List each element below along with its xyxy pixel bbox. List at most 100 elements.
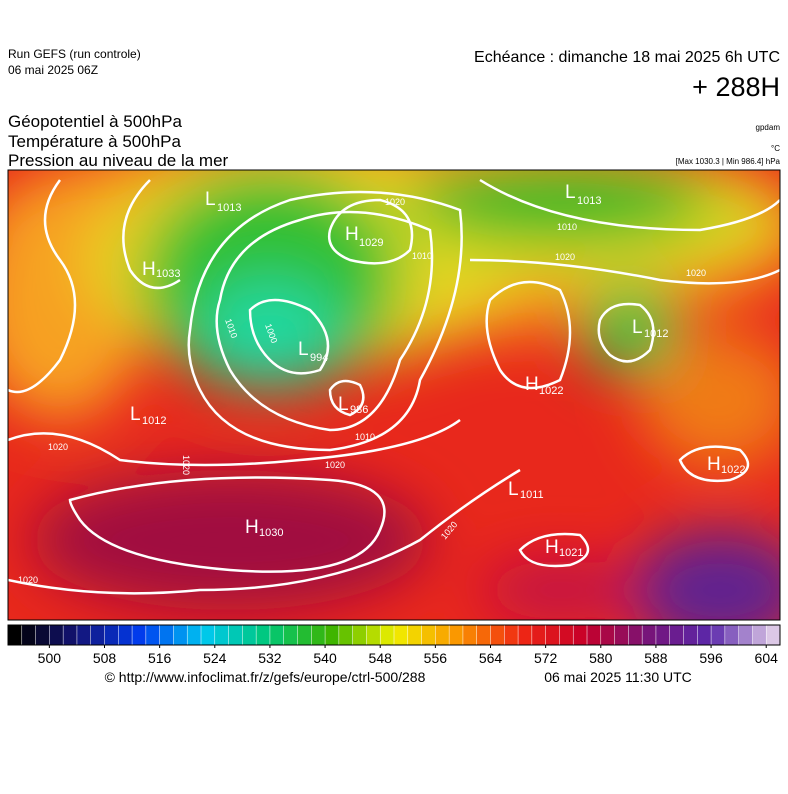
colorbar-swatch: [297, 624, 313, 646]
colorbar-swatch: [186, 624, 202, 646]
center-letter: H: [245, 517, 259, 538]
colorbar-swatch: [104, 624, 120, 646]
center-value: 1022: [539, 385, 563, 397]
center-value: 1011: [520, 489, 544, 501]
colorbar-swatch: [462, 624, 478, 646]
colorbar-swatch: [145, 624, 161, 646]
colorbar-swatch: [724, 624, 740, 646]
colorbar-frame: [7, 624, 781, 646]
colorbar-tick-label: 580: [589, 650, 613, 666]
colorbar-swatch: [21, 624, 37, 646]
colorbar-swatch: [90, 624, 106, 646]
colorbar-swatch: [283, 624, 299, 646]
colorbar-swatch: [531, 624, 547, 646]
map-frame: [7, 169, 781, 621]
colorbar-swatch: [131, 624, 147, 646]
center-letter: L: [508, 479, 519, 500]
isobars: [8, 178, 780, 595]
center-value: 986: [350, 404, 368, 416]
center-letter: H: [142, 259, 156, 280]
colorbar-swatch: [765, 624, 781, 646]
isobar-label: 1020: [325, 460, 345, 470]
colorbar-tick-label: 524: [203, 650, 227, 666]
colorbar-tick-label: 516: [148, 650, 172, 666]
colorbar-swatch: [421, 624, 437, 646]
colorbar-swatch: [393, 624, 409, 646]
colorbar-tick-label: 532: [258, 650, 282, 666]
isobar-label: 1010: [355, 432, 375, 442]
source-url: © http://www.infoclimat.fr/z/gefs/europe…: [105, 669, 426, 685]
colorbar-swatch: [173, 624, 188, 646]
colorbar-swatch: [628, 624, 643, 646]
title-line: Température à 500hPa: [8, 132, 181, 151]
colorbar-swatch: [504, 624, 519, 646]
colorbar-swatch: [655, 624, 671, 646]
unit-label: °C: [771, 144, 780, 153]
colorbar-swatch: [311, 624, 326, 646]
isobar-label: 1020: [555, 252, 575, 262]
colorbar-swatch: [76, 624, 92, 646]
center-value: 1033: [156, 268, 180, 280]
isobar-label: 1010: [412, 251, 432, 261]
colorbar-swatch: [572, 624, 588, 646]
colorbar-tick-label: 508: [93, 650, 117, 666]
isobar-label: 1010: [557, 222, 577, 232]
pressure-centers: H 1029 L 1013 L 994 L 986 H 1033 L 1012 H 1030 …: [18, 182, 745, 585]
center-value: 1013: [217, 202, 241, 214]
isobar-label: 1020: [181, 455, 191, 475]
colorbar-tick-label: 564: [479, 650, 503, 666]
colorbar: 500 508 516 524 532 540 548 556 564 572 580 588 596 6…: [7, 624, 781, 666]
center-value: 1029: [359, 237, 383, 249]
colorbar-swatch: [697, 624, 712, 646]
colorbar-swatch: [559, 624, 574, 646]
colorbar-swatch: [586, 624, 602, 646]
center-value: 1021: [559, 547, 583, 559]
center-letter: L: [298, 339, 309, 360]
center-letter: L: [205, 189, 216, 210]
colorbar-swatch: [407, 624, 423, 646]
run-label: Run GEFS (run controle): [8, 47, 141, 61]
colorbar-swatch: [242, 624, 257, 646]
unit-label: [Max 1030.3 | Min 986.4] hPa: [676, 157, 781, 166]
colorbar-swatch: [214, 624, 230, 646]
colorbar-tick-label: 548: [369, 650, 393, 666]
center-value: 1012: [142, 415, 166, 427]
center-letter: L: [130, 404, 141, 425]
center-letter: L: [632, 317, 643, 338]
colorbar-swatch: [159, 624, 175, 646]
generated-time: 06 mai 2025 11:30 UTC: [544, 669, 692, 685]
colorbar-swatch: [7, 624, 23, 646]
center-value: 1012: [644, 328, 668, 340]
colorbar-swatch: [118, 624, 133, 646]
colorbar-tick-label: 572: [534, 650, 558, 666]
colorbar-swatch: [545, 624, 561, 646]
colorbar-swatch: [683, 624, 699, 646]
isobar-label: 1020: [385, 197, 405, 207]
title-line: Pression au niveau de la mer: [8, 151, 229, 170]
colorbar-swatch: [448, 624, 464, 646]
colorbar-swatch: [255, 624, 271, 646]
colorbar-swatch: [269, 624, 285, 646]
map: H 1029 L 1013 L 994 L 986 H 1033 L 1012 H 1030 …: [8, 170, 780, 620]
colorbar-swatch: [338, 624, 354, 646]
center-value: 1022: [721, 464, 745, 476]
center-value: 1030: [259, 527, 283, 539]
colorbar-tick-label: 500: [38, 650, 62, 666]
colorbar-swatch: [738, 624, 754, 646]
colorbar-swatch: [49, 624, 64, 646]
isobar-label: 1020: [48, 442, 68, 452]
title-line: Géopotentiel à 500hPa: [8, 112, 182, 131]
run-date: 06 mai 2025 06Z: [8, 63, 98, 77]
center-letter: L: [565, 182, 576, 203]
colorbar-swatch: [752, 624, 767, 646]
colorbar-swatch: [35, 624, 51, 646]
center-value: 1013: [577, 195, 601, 207]
center-letter: H: [707, 454, 721, 475]
colorbar-tick-label: 540: [313, 650, 337, 666]
colorbar-swatch: [62, 624, 78, 646]
colorbar-swatch: [324, 624, 340, 646]
colorbar-swatch: [614, 624, 630, 646]
colorbar-swatch: [669, 624, 685, 646]
colorbar-swatch: [641, 624, 657, 646]
